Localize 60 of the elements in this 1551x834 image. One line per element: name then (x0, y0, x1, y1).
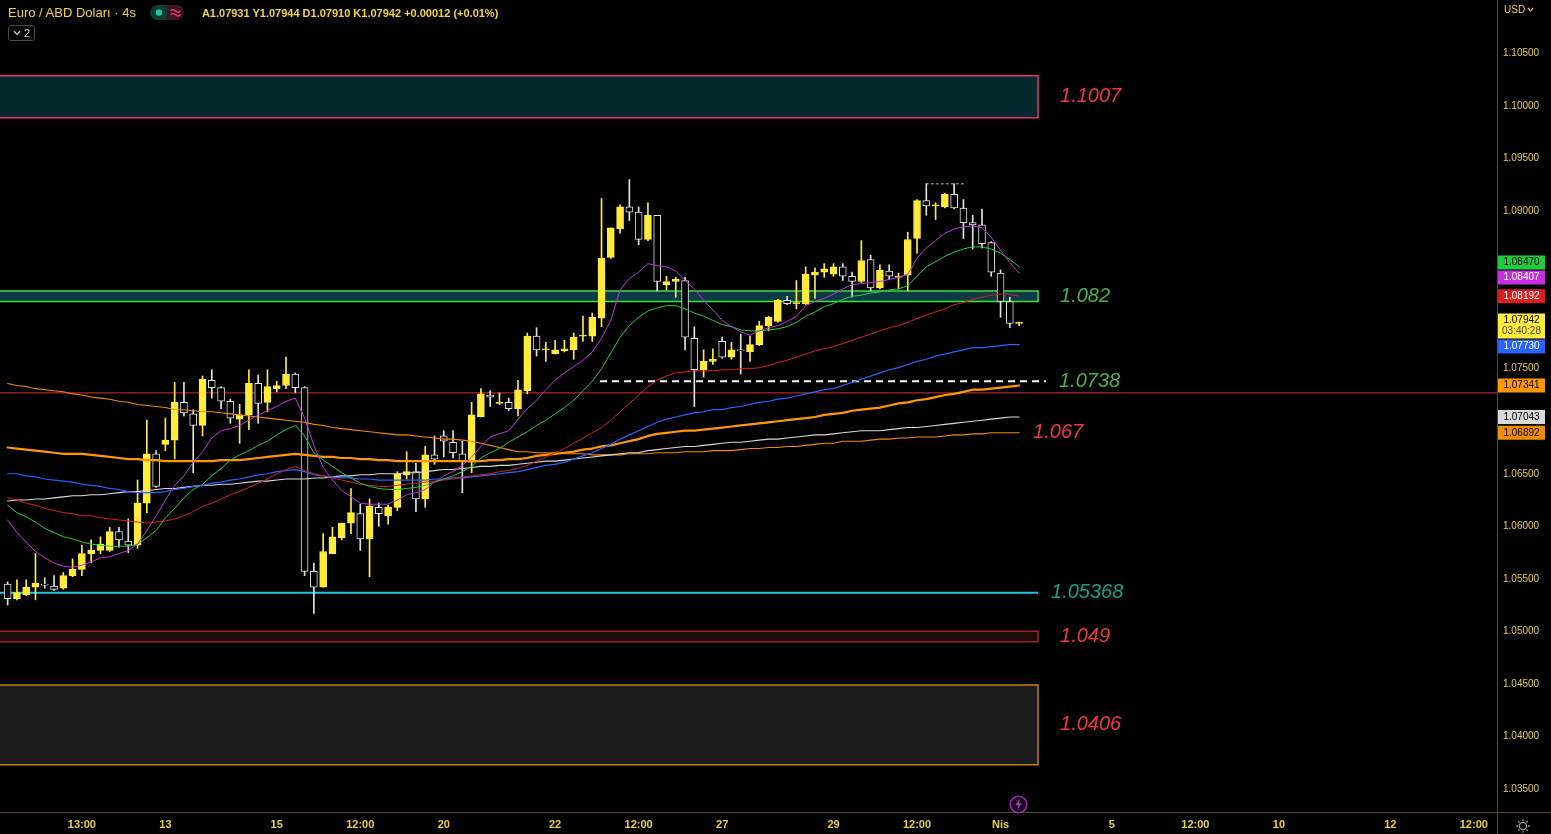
x-tick-label: Nis (991, 817, 1010, 830)
x-tick-label: 13 (159, 817, 172, 830)
candlestick (811, 267, 819, 299)
candlestick (542, 342, 550, 362)
y-tick-label: 1.05500 (1503, 572, 1540, 584)
text: 1.08470 (1503, 256, 1541, 268)
annotation: 1.067 (1033, 420, 1085, 443)
y-tick-label: 1.10000 (1503, 99, 1540, 111)
text: 1.07730 (1503, 340, 1541, 352)
annotation: A1.07931 Y1.07944 D1.07910 K1.07942 +0.00012 (+0.01%) (201, 6, 499, 19)
text: 1.07341 (1503, 379, 1541, 391)
candlestick (968, 215, 977, 250)
y-tick-label: 1.03500 (1503, 782, 1540, 794)
text: 1.08407 (1503, 271, 1541, 283)
y-tick-label: 1.10500 (1503, 47, 1540, 59)
x-tick-label: 12:00 (624, 817, 653, 830)
x-tick-label: 12:00 (902, 817, 932, 830)
y-tick-label: 1.07500 (1503, 362, 1540, 374)
candlestick (671, 276, 680, 298)
collapse-button: 2 (8, 25, 36, 41)
y-tick-label: 1.06500 (1503, 467, 1540, 479)
candlestick (922, 183, 931, 216)
text: 1.06892 (1503, 426, 1541, 438)
y-axis-title: USD (1504, 4, 1526, 15)
x-tick-label: 29 (827, 817, 840, 830)
x-tick-label: 10 (1272, 817, 1286, 830)
y-tick-label: 1.09000 (1503, 204, 1540, 216)
text: 1.08192 (1503, 289, 1541, 301)
text: 1.07043 (1503, 410, 1541, 422)
x-tick-label: 12 (1384, 817, 1397, 830)
x-tick-label: 20 (437, 817, 450, 830)
y-tick-label: 1.04000 (1503, 730, 1540, 742)
x-tick-label: 27 (716, 817, 729, 830)
x-tick-label: 12:00 (346, 817, 375, 830)
band-label: 1.049 (1060, 624, 1111, 647)
band-label: 1.082 (1060, 283, 1111, 306)
text: 1.07942 (1503, 314, 1541, 326)
x-tick-label: 15 (270, 817, 283, 830)
y-tick-label: 1.04500 (1503, 677, 1540, 689)
candlestick (50, 575, 58, 591)
candlestick (189, 409, 198, 474)
candlestick (40, 577, 49, 589)
x-tick-label: 13:00 (67, 817, 96, 830)
y-tick-label: 1.09500 (1503, 152, 1540, 164)
candlestick (709, 348, 717, 365)
y-tick-label: 1.05000 (1503, 625, 1540, 637)
text: Euro / ABD Doları · 4s (8, 5, 136, 20)
ref-line-label: 1.0738 (1058, 368, 1121, 391)
candlestick (579, 315, 587, 342)
band-label: 1.1007 (1060, 84, 1123, 107)
annotation: 2 (24, 27, 31, 39)
candlestick (736, 333, 745, 375)
text: 03:40:28 (1502, 325, 1542, 337)
ref-line-label: 1.05368 (1051, 580, 1124, 603)
x-tick-label: 12:00 (1459, 817, 1488, 830)
y-tick-label: 1.06000 (1503, 520, 1540, 532)
x-tick-label: 12:00 (1181, 817, 1210, 830)
x-tick-label: 22 (549, 817, 562, 830)
band-label: 1.0406 (1060, 712, 1123, 735)
x-tick-label: 5 (1108, 817, 1115, 830)
